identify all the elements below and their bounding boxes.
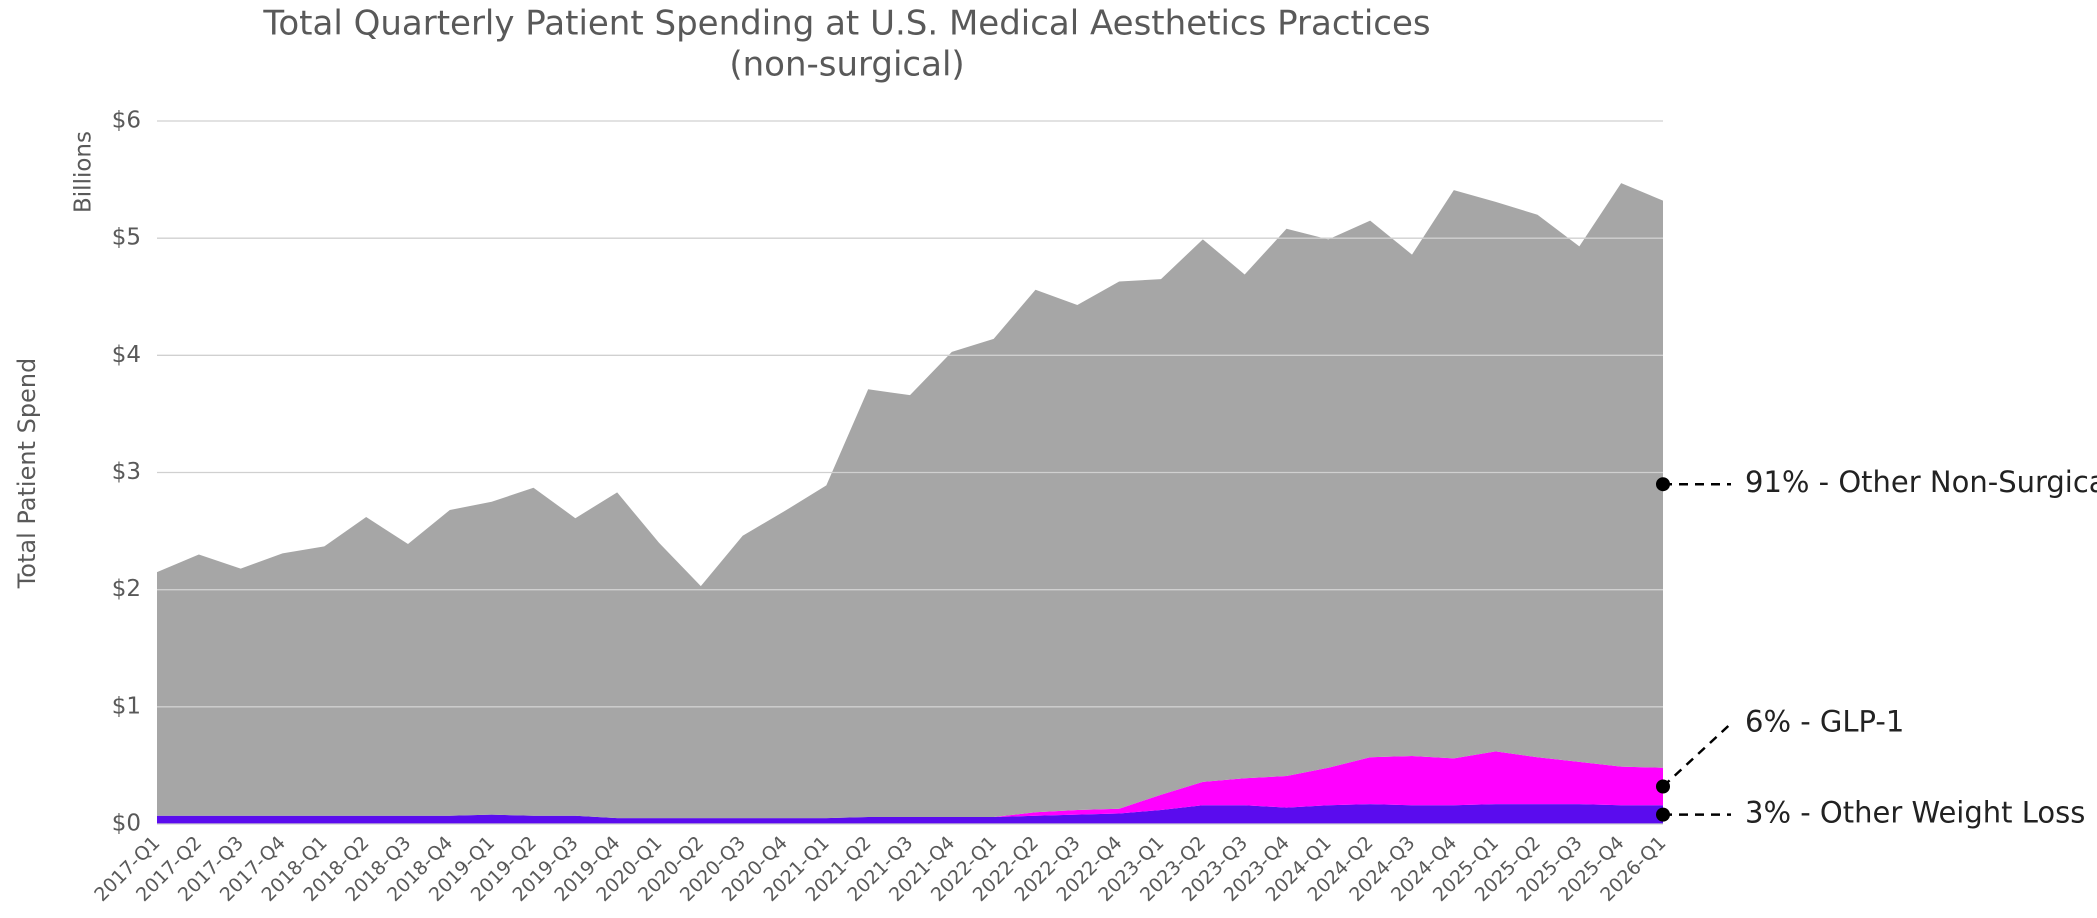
chart-title: Total Quarterly Patient Spending at U.S.… xyxy=(262,4,1430,44)
legend-label: 91% - Other Non-Surgical xyxy=(1745,465,2097,499)
y-tick-label: $5 xyxy=(112,225,141,251)
area xyxy=(157,804,1663,824)
y-unit-label: Billions xyxy=(71,131,97,213)
areas xyxy=(157,183,1663,824)
y-tick-label: $1 xyxy=(112,693,141,719)
y-tick-label: $4 xyxy=(112,342,141,368)
legend-label: 3% - Other Weight Loss xyxy=(1745,796,2085,830)
y-tick-label: $0 xyxy=(112,811,141,837)
legend-leader xyxy=(1662,722,1732,788)
area xyxy=(157,183,1663,819)
y-tick-label: $3 xyxy=(112,459,141,485)
chart-subtitle: (non-surgical) xyxy=(729,45,964,85)
y-tick-label: $6 xyxy=(112,108,141,134)
area xyxy=(157,751,1663,819)
legend-label: 6% - GLP-1 xyxy=(1745,705,1904,739)
y-tick-label: $2 xyxy=(112,576,141,602)
y-axis-label: Total Patient Spend xyxy=(13,358,41,590)
